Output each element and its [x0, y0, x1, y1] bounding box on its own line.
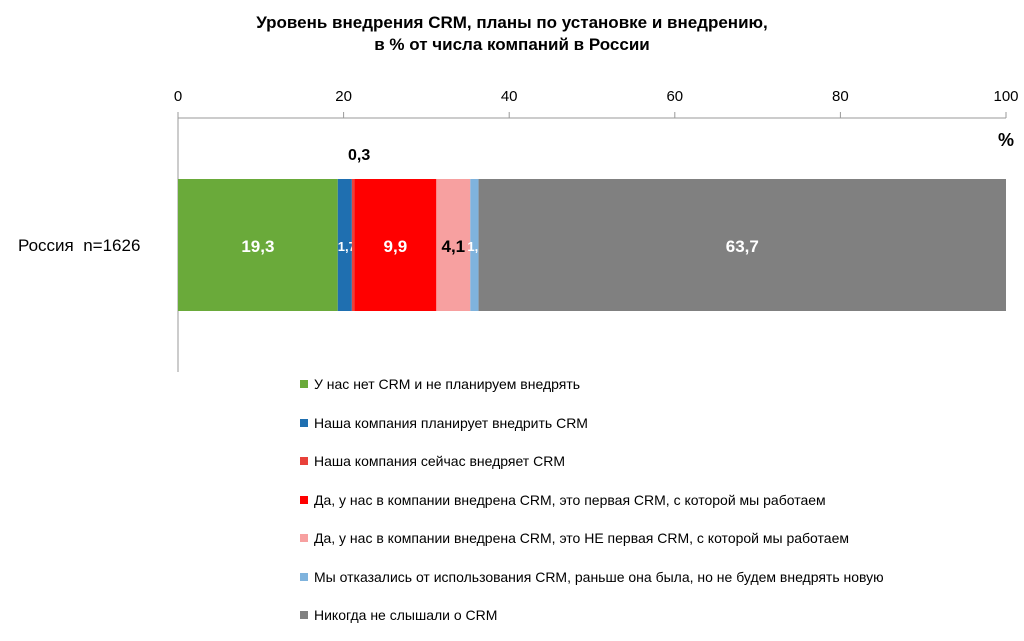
- legend-swatch: [300, 380, 308, 389]
- data-label: 0,3: [348, 147, 370, 164]
- legend-item: Наша компания планирует внедрить CRM: [300, 404, 884, 443]
- x-tick-label: 60: [666, 88, 683, 105]
- data-label: 4,1: [441, 237, 465, 256]
- legend-item: Наша компания сейчас внедряет CRM: [300, 442, 884, 481]
- data-label: 9,9: [384, 237, 408, 256]
- legend-label: Наша компания сейчас внедряет CRM: [314, 453, 565, 470]
- bar-segment: [178, 179, 338, 311]
- legend-label: Никогда не слышали о CRM: [314, 607, 498, 624]
- x-tick-label: 0: [174, 88, 182, 105]
- legend-label: У нас нет CRM и не планируем внедрять: [314, 376, 581, 393]
- bar-segment: [337, 179, 352, 311]
- data-label: 63,7: [726, 237, 759, 256]
- x-tick-label: 80: [832, 88, 849, 105]
- legend-label: Мы отказались от использования CRM, рань…: [314, 568, 884, 585]
- legend-swatch: [300, 572, 308, 581]
- x-tick-label: 40: [501, 88, 518, 105]
- x-tick-label: 100: [993, 88, 1018, 105]
- legend-swatch: [300, 611, 308, 620]
- legend-item: У нас нет CRM и не планируем внедрять: [300, 365, 884, 404]
- legend-swatch: [300, 495, 308, 504]
- legend-swatch: [300, 418, 308, 427]
- bar-segment: [354, 179, 437, 311]
- bar-segment: [436, 179, 471, 311]
- legend-label: Да, у нас в компании внедрена CRM, это п…: [314, 491, 826, 508]
- chart-legend: У нас нет CRM и не планируем внедрять Наш…: [300, 365, 884, 635]
- data-label: 19,3: [241, 237, 274, 256]
- x-axis-unit: %: [998, 130, 1014, 150]
- bar-segment: [351, 179, 355, 311]
- x-tick-label: 20: [335, 88, 352, 105]
- legend-item: Да, у нас в компании внедрена CRM, это Н…: [300, 519, 884, 558]
- chart-title: Уровень внедрения CRM, планы по установк…: [0, 12, 1024, 56]
- chart-title-line-2: в % от числа компаний в России: [374, 35, 650, 54]
- legend-item: Никогда не слышали о CRM: [300, 596, 884, 635]
- category-label: Россия n=1626: [18, 236, 140, 255]
- bar-segment: [478, 179, 1007, 311]
- legend-item: Да, у нас в компании внедрена CRM, это п…: [300, 481, 884, 520]
- bar-segment: [470, 179, 479, 311]
- chart-title-line-1: Уровень внедрения CRM, планы по установк…: [256, 13, 768, 32]
- legend-item: Мы отказались от использования CRM, рань…: [300, 558, 884, 597]
- legend-label: Наша компания планирует внедрить CRM: [314, 414, 588, 431]
- legend-swatch: [300, 457, 308, 466]
- legend-label: Да, у нас в компании внедрена CRM, это Н…: [314, 530, 849, 547]
- legend-swatch: [300, 534, 308, 543]
- data-label: 1,7: [338, 239, 356, 254]
